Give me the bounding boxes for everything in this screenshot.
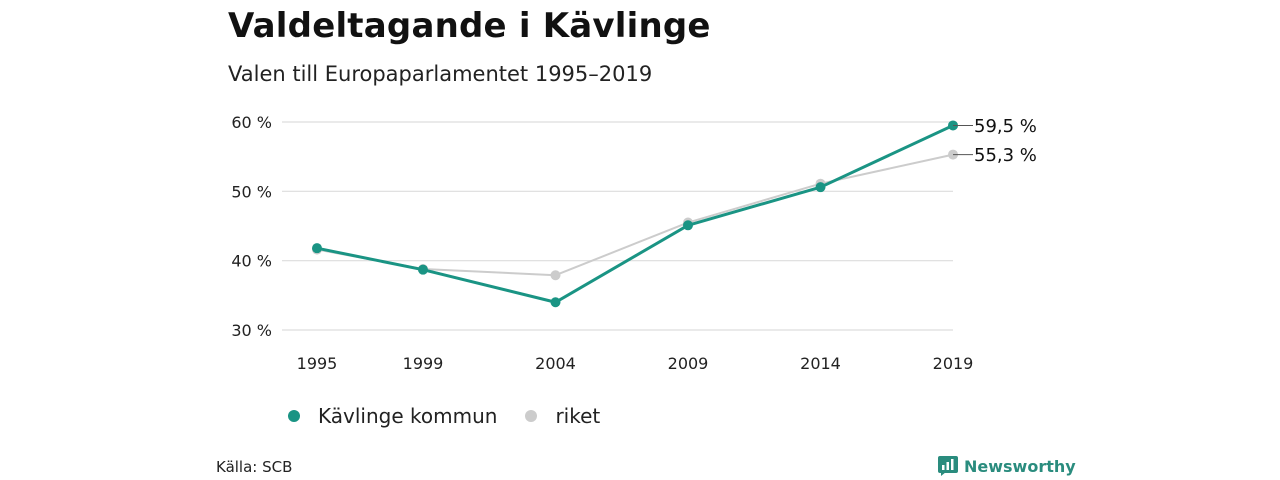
- y-tick-label-50: 50 %: [231, 182, 272, 201]
- data-point-0-2004: [550, 297, 561, 308]
- source-note: Källa: SCB: [216, 458, 293, 476]
- data-point-0-2014: [815, 182, 826, 193]
- grid-layer: [282, 121, 953, 331]
- chart-subtitle: Valen till Europaparlamentet 1995–2019: [228, 62, 653, 86]
- series-line-0: [315, 123, 955, 304]
- series-0: 59,5 %: [312, 116, 1037, 308]
- chart-title: Valdeltagande i Kävlinge: [228, 6, 711, 46]
- data-point-0-2009: [683, 220, 693, 231]
- legend-marker-riket: [525, 410, 538, 422]
- data-point-1-2004: [550, 270, 561, 281]
- y-tick-label-30: 30 %: [231, 321, 272, 340]
- legend-marker-kavlinge: [288, 410, 300, 422]
- brand-logo: Newsworthy: [938, 456, 1076, 476]
- x-tick-label-2014: 2014: [800, 354, 841, 373]
- newsworthy-logo-icon: [938, 456, 958, 476]
- y-tick-label-60: 60 %: [231, 113, 272, 132]
- x-axis-ticks: 1995 1999 2004 2009 2014 2019: [297, 354, 974, 373]
- y-tick-label-40: 40 %: [231, 252, 272, 271]
- series-1: 55,3 %: [312, 145, 1037, 281]
- x-tick-label-1995: 1995: [297, 354, 338, 373]
- end-label-1: 55,3 %: [974, 145, 1037, 166]
- data-point-0-1995: [312, 243, 322, 254]
- end-label-0: 59,5 %: [974, 116, 1037, 137]
- brand-name: Newsworthy: [964, 456, 1076, 476]
- y-axis-ticks: 30 % 40 % 50 % 60 %: [231, 113, 272, 340]
- line-chart: 30 % 40 % 50 % 60 % 1995 1999 2004 2009 2014 201…: [231, 113, 1037, 373]
- x-tick-label-2019: 2019: [933, 354, 974, 373]
- data-point-0-1999: [418, 264, 428, 275]
- series-layer: 55,3 % 59,5 %: [312, 116, 1037, 308]
- legend-label-riket: riket: [555, 404, 601, 428]
- x-tick-label-1999: 1999: [403, 354, 444, 373]
- x-tick-label-2009: 2009: [668, 354, 709, 373]
- legend: Kävlinge kommun riket: [288, 404, 628, 428]
- legend-label-kavlinge: Kävlinge kommun: [318, 404, 498, 428]
- legend-item-kavlinge: Kävlinge kommun: [288, 404, 497, 428]
- legend-item-riket: riket: [525, 404, 600, 428]
- x-tick-label-2004: 2004: [535, 354, 576, 373]
